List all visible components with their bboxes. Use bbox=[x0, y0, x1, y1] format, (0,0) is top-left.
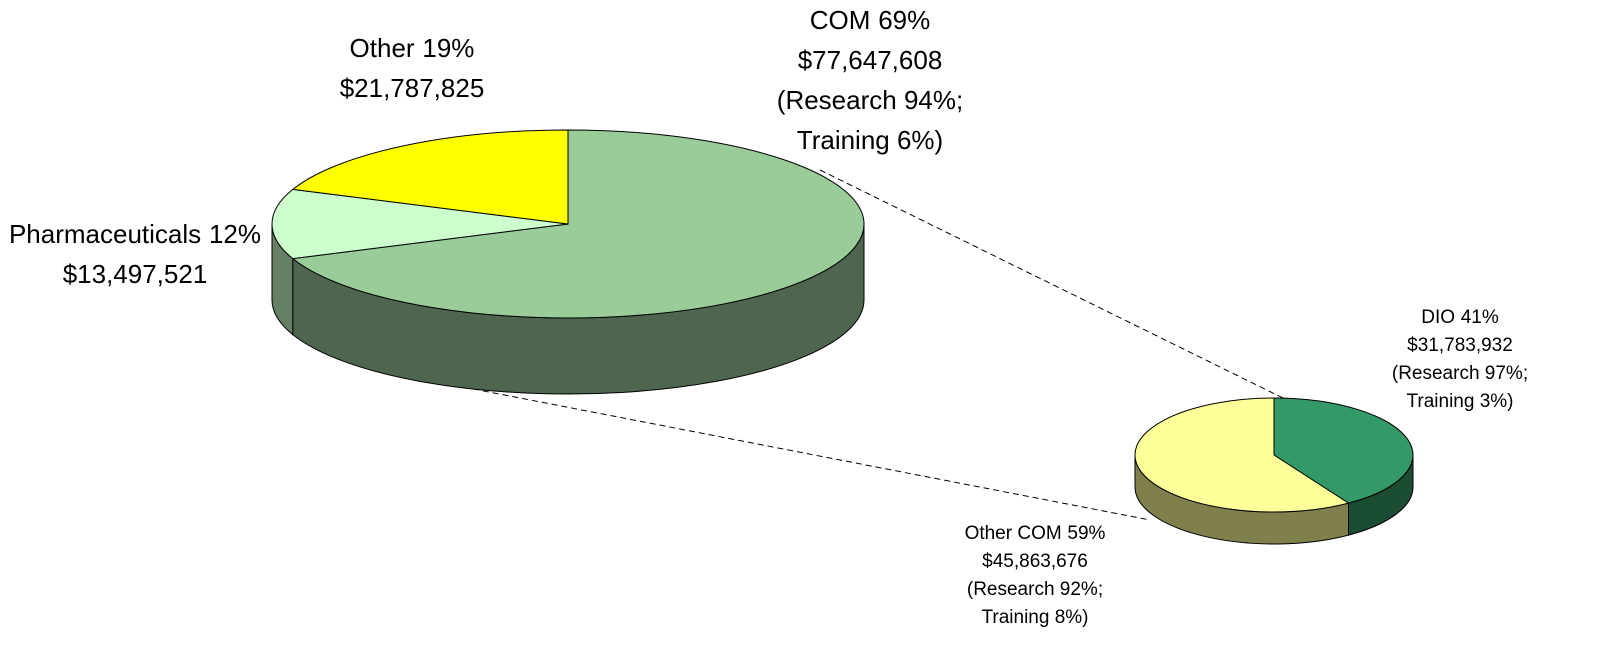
label-heading: Other COM 59% bbox=[965, 523, 1106, 544]
slice-label: DIO 41% $31,783,932 (Research 97%; Training … bbox=[1392, 307, 1528, 412]
label-heading: Pharmaceuticals 12% bbox=[9, 219, 261, 249]
percent-label: 19% bbox=[422, 33, 474, 63]
category-name: Other bbox=[350, 33, 415, 63]
slice bbox=[291, 129, 569, 225]
slice-label: Other COM 59% $45,863,676 (Research 92%; Tra… bbox=[965, 523, 1106, 628]
amount-label: $21,787,825 bbox=[340, 73, 485, 103]
percent-label: 12% bbox=[209, 219, 261, 249]
category-name: DIO bbox=[1421, 307, 1455, 328]
note-label: Training 8%) bbox=[981, 607, 1088, 628]
category-name: Other COM bbox=[965, 523, 1062, 544]
category-name: Pharmaceuticals bbox=[9, 219, 201, 249]
note-label: (Research 94%; bbox=[777, 85, 963, 115]
note-label: (Research 97%; bbox=[1392, 363, 1528, 384]
connector-line bbox=[819, 169, 1353, 433]
label-heading: Other 19% bbox=[350, 33, 475, 63]
amount-label: $77,647,608 bbox=[798, 45, 943, 75]
slice-label: Other 19% $21,787,825 bbox=[340, 33, 485, 103]
slice-label: COM 69% $77,647,608 (Research 94%; Training … bbox=[777, 5, 963, 155]
percent-label: 59% bbox=[1067, 523, 1105, 544]
note-label: Training 6%) bbox=[797, 125, 943, 155]
label-heading: COM 69% bbox=[810, 5, 931, 35]
percent-label: 69% bbox=[878, 5, 930, 35]
amount-label: $13,497,521 bbox=[63, 259, 208, 289]
note-label: (Research 92%; bbox=[967, 579, 1103, 600]
amount-label: $31,783,932 bbox=[1407, 335, 1513, 356]
percent-label: 41% bbox=[1461, 307, 1499, 328]
slice-label: Pharmaceuticals 12%$13,497,521 bbox=[9, 219, 261, 289]
note-label: Training 3%) bbox=[1406, 391, 1513, 412]
slice bbox=[1134, 397, 1350, 513]
connector-line bbox=[364, 367, 1151, 521]
amount-label: $45,863,676 bbox=[982, 551, 1088, 572]
slice bbox=[271, 188, 569, 260]
slice bbox=[291, 129, 865, 319]
category-name: COM bbox=[810, 5, 871, 35]
slice bbox=[1273, 397, 1414, 504]
label-heading: DIO 41% bbox=[1421, 307, 1499, 328]
